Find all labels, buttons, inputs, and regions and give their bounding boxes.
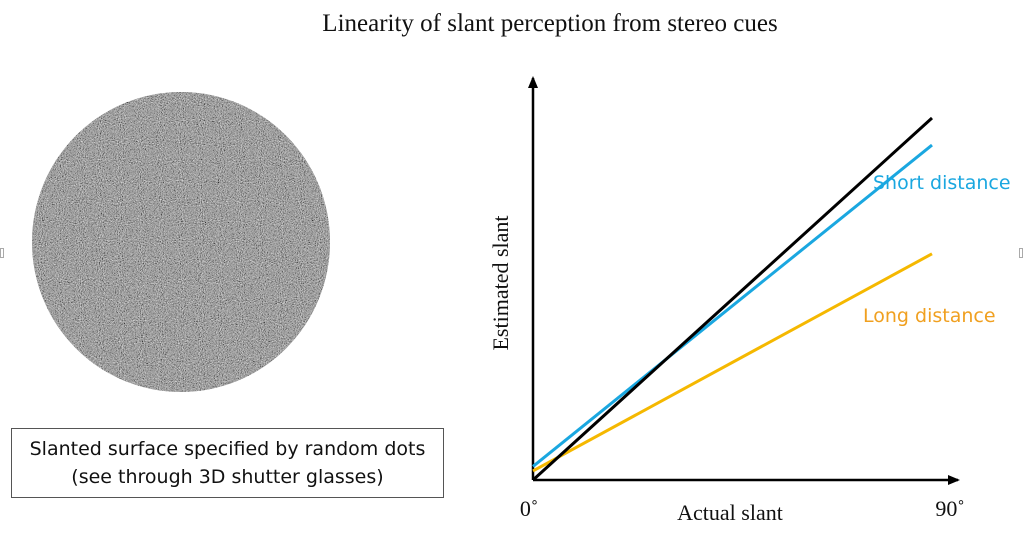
series-line-long-distance	[532, 252, 933, 473]
series-line-veridical	[531, 116, 934, 482]
edge-marker-right	[1019, 248, 1023, 258]
x-axis-label: Actual slant	[677, 500, 783, 525]
stimulus-caption: Slanted surface specified by random dots…	[11, 428, 444, 498]
caption-line-2: (see through 3D shutter glasses)	[71, 466, 384, 488]
random-dot-stimulus	[32, 92, 330, 392]
series-line-short-distance	[532, 143, 933, 468]
slant-chart: Short distance Long distance Actual slan…	[488, 76, 1011, 525]
edge-marker-left	[0, 248, 4, 258]
x-tick-max: 90˚	[935, 496, 964, 521]
y-axis-label: Estimated slant	[488, 215, 513, 350]
caption-line-1: Slanted surface specified by random dots	[29, 438, 426, 460]
x-tick-min: 0˚	[520, 496, 538, 521]
slide-title: Linearity of slant perception from stere…	[322, 10, 778, 37]
short-distance-label: Short distance	[873, 172, 1011, 194]
long-distance-label: Long distance	[863, 305, 996, 327]
